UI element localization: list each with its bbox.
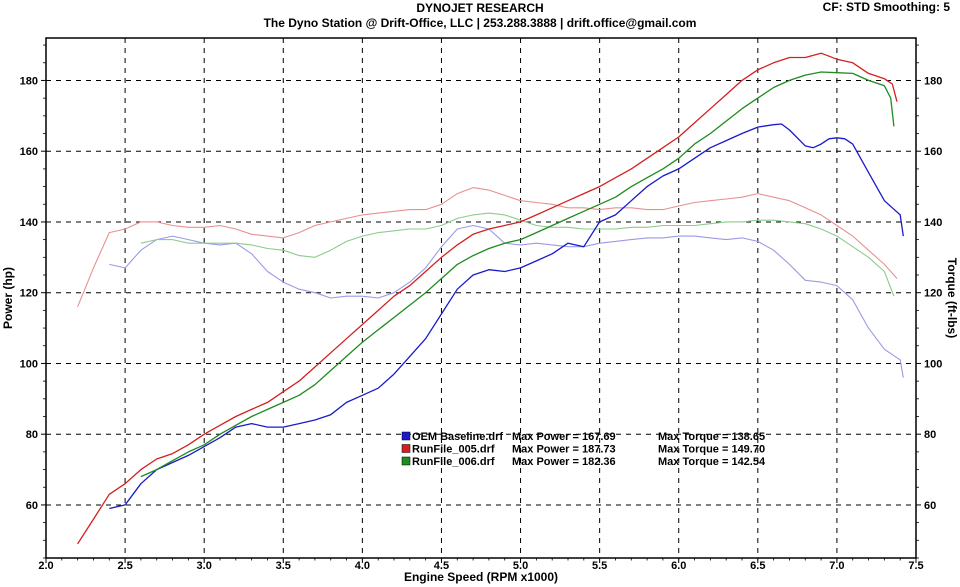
y-right-tick-label: 180 (924, 75, 942, 87)
y-left-tick-label: 140 (20, 217, 38, 229)
axis-ticks: 2.0 2.5 3.0 3.5 4.0 4.5 5.0 5.5 6.0 6.5 7.0 7.5 60 60… (20, 44, 942, 572)
y-axis-label-right: Torque (ft-lbs) (945, 258, 959, 338)
x-tick-label: 4.0 (355, 560, 370, 572)
x-tick-label: 5.0 (513, 560, 528, 572)
x-tick-label: 3.0 (197, 560, 212, 572)
legend-file-name: RunFile_006.drf (412, 456, 495, 468)
y-left-tick-label: 60 (26, 500, 38, 512)
x-axis-label: Engine Speed (RPM x1000) (404, 570, 558, 584)
legend-file-name: OEM Baseline.drf (412, 431, 503, 443)
x-tick-label: 6.5 (750, 560, 765, 572)
legend-file-name: RunFile_005.drf (412, 444, 495, 456)
legend: OEM Baseline.drf Max Power = 167.69 Max To… (401, 431, 766, 468)
y-right-tick-label: 60 (924, 500, 936, 512)
x-tick-label: 4.5 (434, 560, 449, 572)
legend-swatch (401, 444, 411, 453)
legend-max-torque: Max Torque = 138.65 (658, 431, 765, 443)
correction-factor-label: CF: STD Smoothing: 5 (822, 0, 950, 14)
series-line-torque-oem-baseline-drf (109, 224, 904, 378)
y-left-tick-label: 100 (20, 358, 38, 370)
y-left-tick-label: 180 (20, 75, 38, 87)
legend-max-power: Max Power = 187.73 (512, 444, 616, 456)
series-group (77, 52, 904, 545)
series-line-power-runfile-005-drf (77, 52, 898, 545)
y-left-tick-label: 120 (20, 288, 38, 300)
legend-max-torque: Max Torque = 149.70 (658, 444, 765, 456)
x-tick-label: 5.5 (592, 560, 607, 572)
legend-max-torque: Max Torque = 142.54 (658, 456, 766, 468)
y-axis-label-left: Power (hp) (1, 267, 15, 329)
x-tick-label: 7.0 (829, 560, 844, 572)
chart-subtitle: The Dyno Station @ Drift-Office, LLC | 2… (263, 16, 697, 30)
x-tick-label: 6.0 (671, 560, 686, 572)
y-left-tick-label: 160 (20, 146, 38, 158)
plot-frame (45, 37, 917, 559)
y-left-tick-label: 80 (26, 429, 38, 441)
series-line-torque-runfile-006-drf (140, 212, 895, 297)
x-tick-label: 2.5 (117, 560, 132, 572)
y-right-tick-label: 80 (924, 429, 936, 441)
series-line-power-oem-baseline-drf (109, 123, 904, 510)
y-right-tick-label: 160 (924, 146, 942, 158)
legend-max-power: Max Power = 182.36 (512, 456, 616, 468)
grid-lines (46, 38, 916, 558)
legend-swatch (401, 431, 411, 441)
y-right-tick-label: 120 (924, 288, 942, 300)
series-line-torque-runfile-005-drf (77, 187, 898, 308)
legend-max-power: Max Power = 167.69 (512, 431, 616, 443)
series-line-power-runfile-006-drf (140, 71, 895, 478)
chart-title: DYNOJET RESEARCH (416, 1, 544, 15)
legend-swatch (401, 456, 411, 466)
x-tick-label: 3.5 (276, 560, 291, 572)
y-right-tick-label: 100 (924, 358, 942, 370)
x-tick-label: 7.5 (908, 560, 923, 572)
y-right-tick-label: 140 (924, 217, 942, 229)
x-tick-label: 2.0 (38, 560, 53, 572)
